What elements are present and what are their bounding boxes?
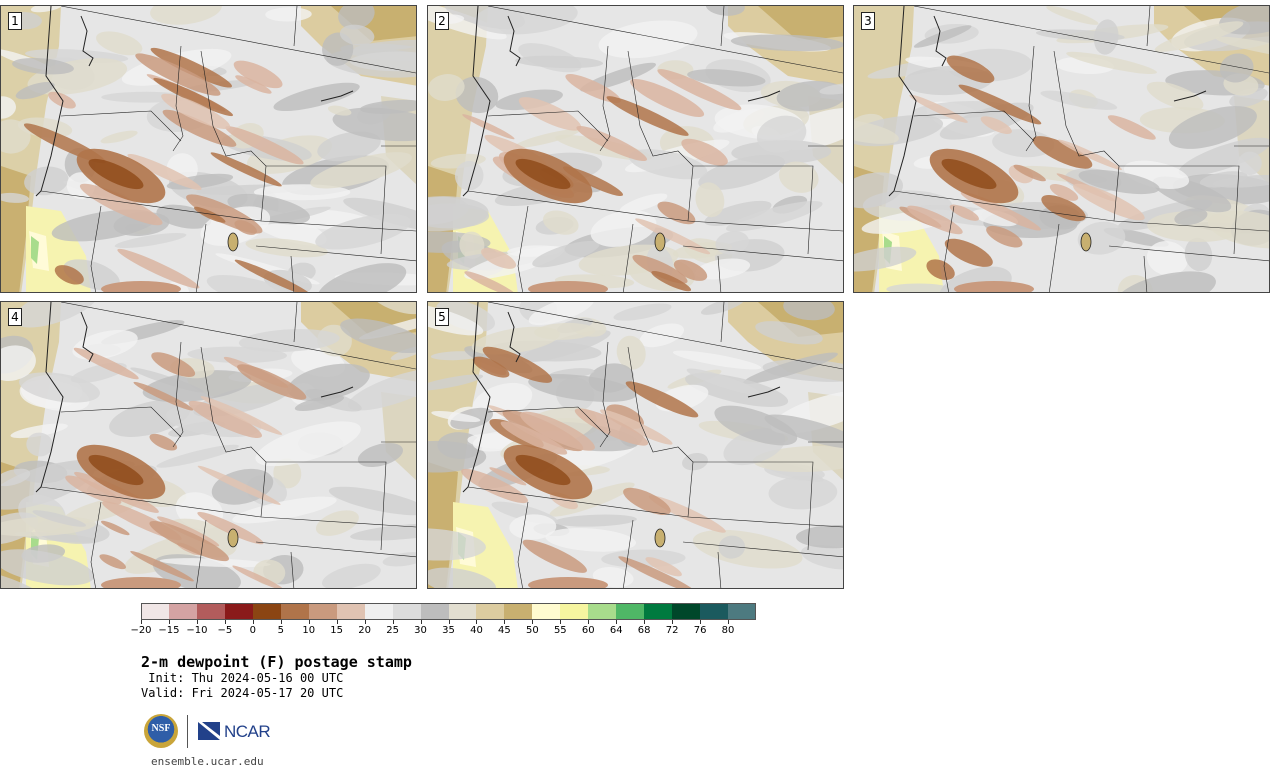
colorbar-tick [644, 620, 646, 624]
dewpoint-map [428, 302, 843, 588]
member-number-label: 3 [861, 12, 875, 30]
dewpoint-map [1, 6, 416, 292]
colorbar-tick-label: 10 [302, 625, 316, 636]
logos: NSF NCAR [144, 713, 284, 753]
colorbar-tick [308, 620, 310, 624]
nsf-logo: NSF [144, 714, 178, 748]
colorbar-tick [504, 620, 506, 624]
colorbar-tick-label: 72 [665, 625, 679, 636]
colorbar-tick-label: 25 [386, 625, 399, 636]
colorbar-tick [196, 620, 198, 624]
colorbar-tick [616, 620, 618, 624]
colorbar-frame [141, 603, 756, 620]
colorbar-tick-label: 55 [553, 625, 567, 636]
colorbar-tick [672, 620, 674, 624]
colorbar-tick [336, 620, 338, 624]
colorbar-tick [252, 620, 254, 624]
source-url: ensemble.ucar.edu [151, 755, 264, 768]
colorbar-tick-label: 68 [637, 625, 651, 636]
colorbar-tick-label: 60 [581, 625, 595, 636]
colorbar-tick-label: 45 [498, 625, 511, 636]
colorbar-tick-label: 64 [609, 625, 623, 636]
colorbar-tick-label: −10 [186, 625, 208, 636]
dewpoint-map [854, 6, 1269, 292]
colorbar-tick [168, 620, 170, 624]
colorbar-tick [560, 620, 562, 624]
init-time: Init: Thu 2024-05-16 00 UTC [141, 671, 344, 685]
colorbar-tick-label: 5 [277, 625, 284, 636]
colorbar-tick-label: 0 [249, 625, 256, 636]
colorbar-tick [532, 620, 534, 624]
colorbar-tick [476, 620, 478, 624]
colorbar-tick-label: 76 [693, 625, 707, 636]
colorbar-tick [141, 620, 142, 624]
member-map-panel: 3 [853, 5, 1270, 293]
colorbar-tick [588, 620, 590, 624]
colorbar-tick-label: 35 [442, 625, 455, 636]
member-number-label: 2 [435, 12, 449, 30]
colorbar-tick [728, 620, 730, 624]
colorbar-tick [364, 620, 366, 624]
ncar-logo-text: NCAR [224, 722, 271, 741]
member-number-label: 1 [8, 12, 22, 30]
valid-time: Valid: Fri 2024-05-17 20 UTC [141, 686, 344, 700]
colorbar-tick-label: 80 [721, 625, 735, 636]
colorbar-tick [224, 620, 226, 624]
colorbar-tick-label: 50 [525, 625, 539, 636]
member-map-panel: 4 [0, 301, 417, 589]
member-map-panel: 5 [427, 301, 844, 589]
colorbar-tick [700, 620, 702, 624]
dewpoint-map [1, 302, 416, 588]
colorbar-tick [280, 620, 282, 624]
logo-divider [187, 715, 188, 748]
colorbar-tick-label: 15 [330, 625, 344, 636]
dewpoint-map [428, 6, 843, 292]
ncar-mark-icon [198, 722, 220, 740]
colorbar-tick-label: −5 [217, 625, 233, 636]
colorbar-tick-label: 40 [470, 625, 483, 636]
colorbar-tick-label: −15 [158, 625, 180, 636]
member-number-label: 5 [435, 308, 449, 326]
chart-title: 2-m dewpoint (F) postage stamp [141, 653, 412, 671]
colorbar-tick [448, 620, 450, 624]
member-number-label: 4 [8, 308, 22, 326]
colorbar-tick-label: −20 [130, 625, 152, 636]
colorbar-tick-label: 20 [358, 625, 371, 636]
member-map-panel: 2 [427, 5, 844, 293]
colorbar-tick-label: 30 [414, 625, 427, 636]
colorbar-tick [392, 620, 394, 624]
member-map-panel: 1 [0, 5, 417, 293]
colorbar-tick [420, 620, 422, 624]
